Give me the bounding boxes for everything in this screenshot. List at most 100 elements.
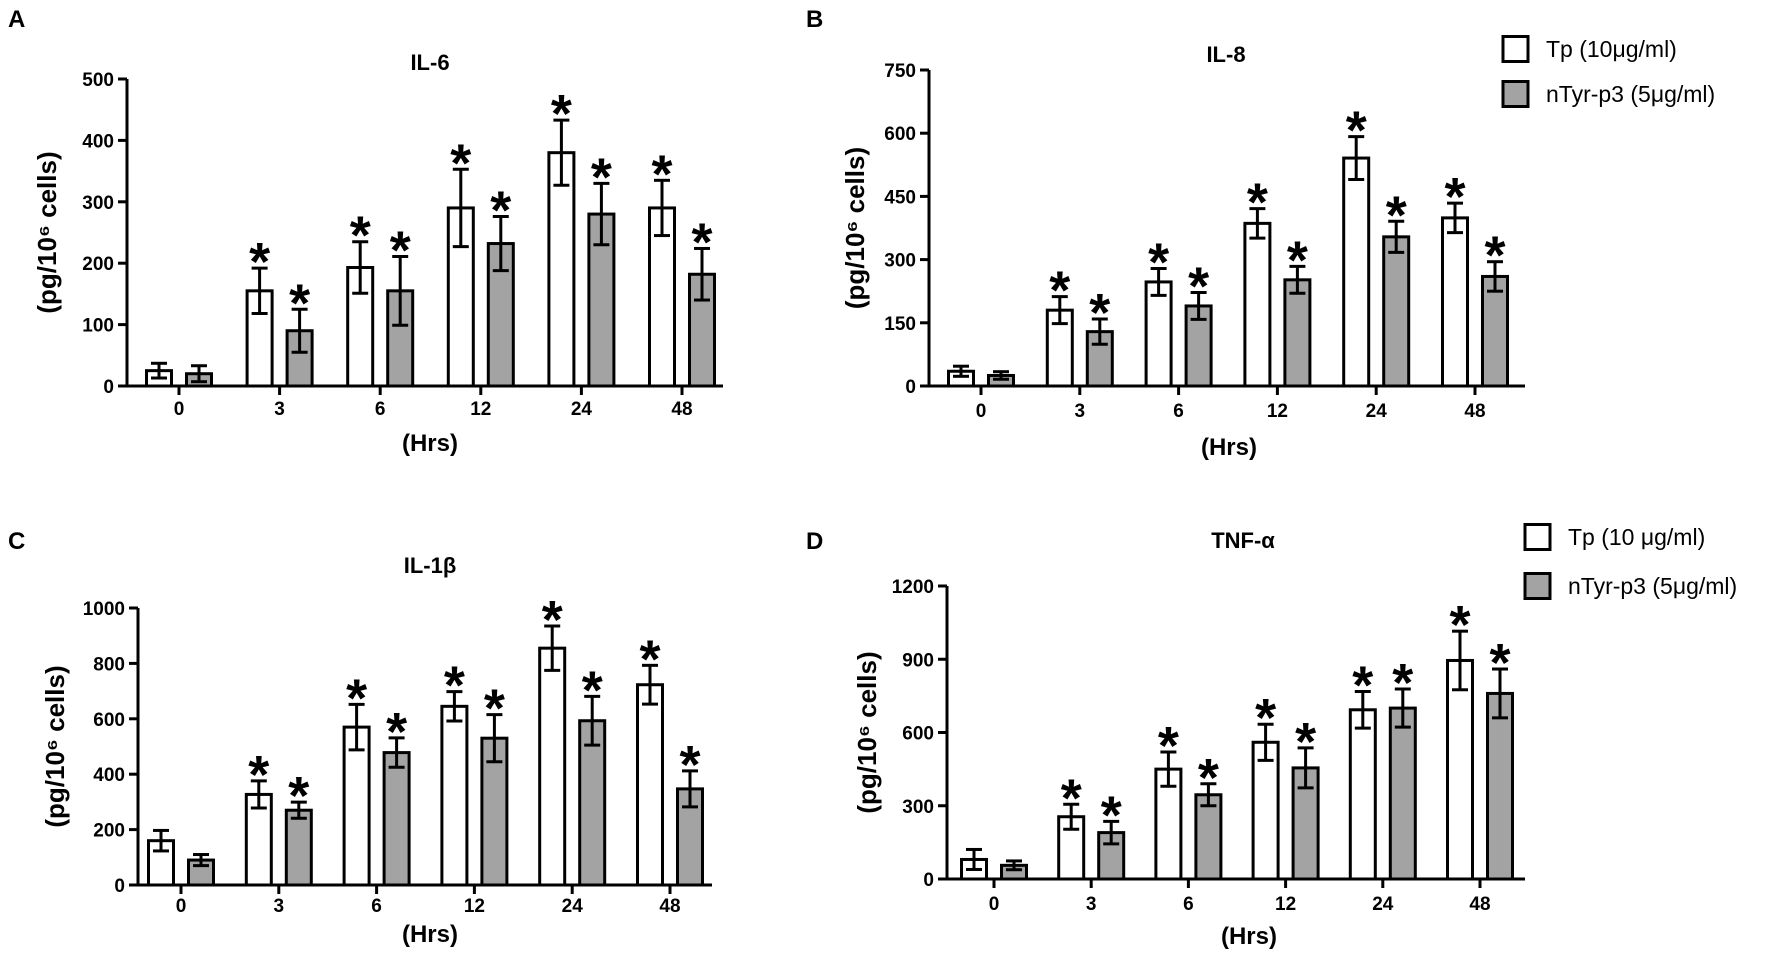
x-tick-label: 3 [274, 896, 285, 917]
significance-asterisk: * [1287, 230, 1308, 290]
y-tick-label: 600 [93, 710, 125, 731]
series-ntyr: * * * * * [987, 185, 1509, 388]
series-ntyr: * * * * * [187, 660, 704, 887]
y-tick-label: 200 [82, 254, 114, 275]
x-tick-label: 48 [1464, 401, 1485, 422]
significance-asterisk: * [691, 212, 712, 272]
x-tick-label: 3 [1086, 894, 1097, 915]
bar-tp [538, 646, 567, 887]
significance-asterisk: * [248, 745, 269, 805]
y-tick-label: 1200 [892, 577, 934, 598]
significance-asterisk: * [1444, 167, 1465, 227]
significance-asterisk: * [582, 660, 603, 720]
significance-asterisk: * [651, 144, 672, 204]
y-tick-label: 600 [902, 724, 934, 745]
series-ntyr: * * * * * [185, 147, 716, 388]
y-axis-label: (pg/10⁶ cells) [840, 147, 870, 309]
significance-asterisk: * [386, 702, 407, 762]
x-tick-label: 0 [176, 896, 187, 917]
chart-title: IL-6 [410, 50, 449, 75]
y-tick-label: 300 [902, 797, 934, 818]
panel-c: C IL-1β 0 200 400 600 800 1000 0 3 6 12 24 48 (pg/10⁶ … [8, 528, 712, 948]
y-tick-label: 150 [884, 314, 916, 335]
y-axis-label: (pg/10⁶ cells) [32, 151, 62, 313]
significance-asterisk: * [350, 206, 371, 266]
y-tick-label: 0 [114, 876, 125, 897]
legend-swatch-ntyr [1501, 80, 1530, 108]
x-tick-label: 48 [671, 399, 692, 420]
y-tick-label: 800 [93, 654, 125, 675]
significance-asterisk: * [1247, 173, 1268, 233]
y-tick-label: 1000 [83, 599, 125, 620]
y-tick-label: 900 [902, 650, 934, 671]
series-tp: * * * * * [147, 590, 664, 887]
x-tick-label: 48 [659, 896, 680, 917]
significance-asterisk: * [1352, 655, 1373, 715]
x-tick-label: 6 [1173, 401, 1184, 422]
series-tp: * * * * * [947, 101, 1469, 388]
x-tick-label: 12 [470, 399, 491, 420]
significance-asterisk: * [1198, 748, 1219, 808]
bar-tp [547, 151, 576, 388]
y-tick-label: 200 [93, 821, 125, 842]
significance-asterisk: * [1295, 712, 1316, 772]
significance-asterisk: * [1158, 716, 1179, 776]
x-tick-label: 3 [1075, 401, 1086, 422]
y-tick-label: 450 [884, 187, 916, 208]
panel-a: A IL-6 0 100 200 300 400 500 0 3 6 12 24 48 (pg/10⁶ ce… [8, 6, 723, 457]
x-tick-label: 0 [989, 894, 1000, 915]
y-tick-label: 750 [884, 61, 916, 82]
legend: Tp (10 μg/ml) nTyr-p3 (5μg/ml) [1523, 523, 1737, 600]
y-tick-label: 0 [905, 377, 916, 398]
significance-asterisk: * [484, 679, 505, 739]
significance-asterisk: * [288, 766, 309, 826]
significance-asterisk: * [289, 273, 310, 333]
panel-b: B IL-8 0 150 300 450 600 750 0 3 6 12 24 48 (pg/10⁶ ce… [806, 6, 1715, 461]
significance-asterisk: * [1392, 653, 1413, 713]
panel-letter: A [8, 6, 25, 33]
x-tick-label: 12 [1267, 401, 1288, 422]
y-tick-label: 400 [93, 765, 125, 786]
significance-asterisk: * [1049, 261, 1070, 321]
significance-asterisk: * [542, 590, 563, 650]
significance-asterisk: * [639, 629, 660, 689]
significance-asterisk: * [444, 656, 465, 716]
significance-asterisk: * [450, 133, 471, 193]
panel-letter: B [806, 6, 823, 33]
series-tp: * * * * * [960, 595, 1474, 881]
bar-ntyr [382, 751, 411, 887]
bar-tp [1243, 221, 1272, 388]
x-tick-label: 6 [371, 896, 382, 917]
y-tick-label: 0 [103, 377, 114, 398]
bar-ntyr [1388, 706, 1417, 881]
x-tick-label: 48 [1469, 894, 1490, 915]
x-tick-label: 0 [976, 401, 987, 422]
bar-tp [636, 683, 664, 887]
y-tick-label: 500 [82, 70, 114, 91]
bar-tp [342, 725, 371, 887]
x-tick-label: 6 [1183, 894, 1194, 915]
bar-tp [1446, 658, 1474, 881]
significance-asterisk: * [1188, 256, 1209, 316]
y-tick-label: 400 [82, 131, 114, 152]
bar-ntyr [1481, 274, 1509, 388]
x-axis-label: (Hrs) [402, 921, 458, 948]
bar-ntyr [1382, 235, 1411, 388]
legend-label-tp: Tp (10μg/ml) [1546, 36, 1677, 62]
x-tick-label: 12 [464, 896, 485, 917]
chart-title: IL-8 [1206, 42, 1245, 67]
legend-label-ntyr: nTyr-p3 (5μg/ml) [1546, 81, 1715, 107]
x-tick-label: 6 [375, 399, 386, 420]
x-tick-label: 3 [274, 399, 285, 420]
x-axis-label: (Hrs) [1201, 434, 1257, 461]
significance-asterisk: * [1061, 768, 1082, 828]
legend-swatch-tp [1523, 523, 1552, 551]
panel-letter: D [806, 528, 823, 555]
bar-tp [1348, 708, 1377, 881]
significance-asterisk: * [390, 220, 411, 280]
chart-title: TNF-α [1211, 528, 1275, 553]
significance-asterisk: * [551, 84, 572, 144]
significance-asterisk: * [1489, 633, 1510, 693]
y-tick-label: 600 [884, 124, 916, 145]
significance-asterisk: * [1101, 785, 1122, 845]
